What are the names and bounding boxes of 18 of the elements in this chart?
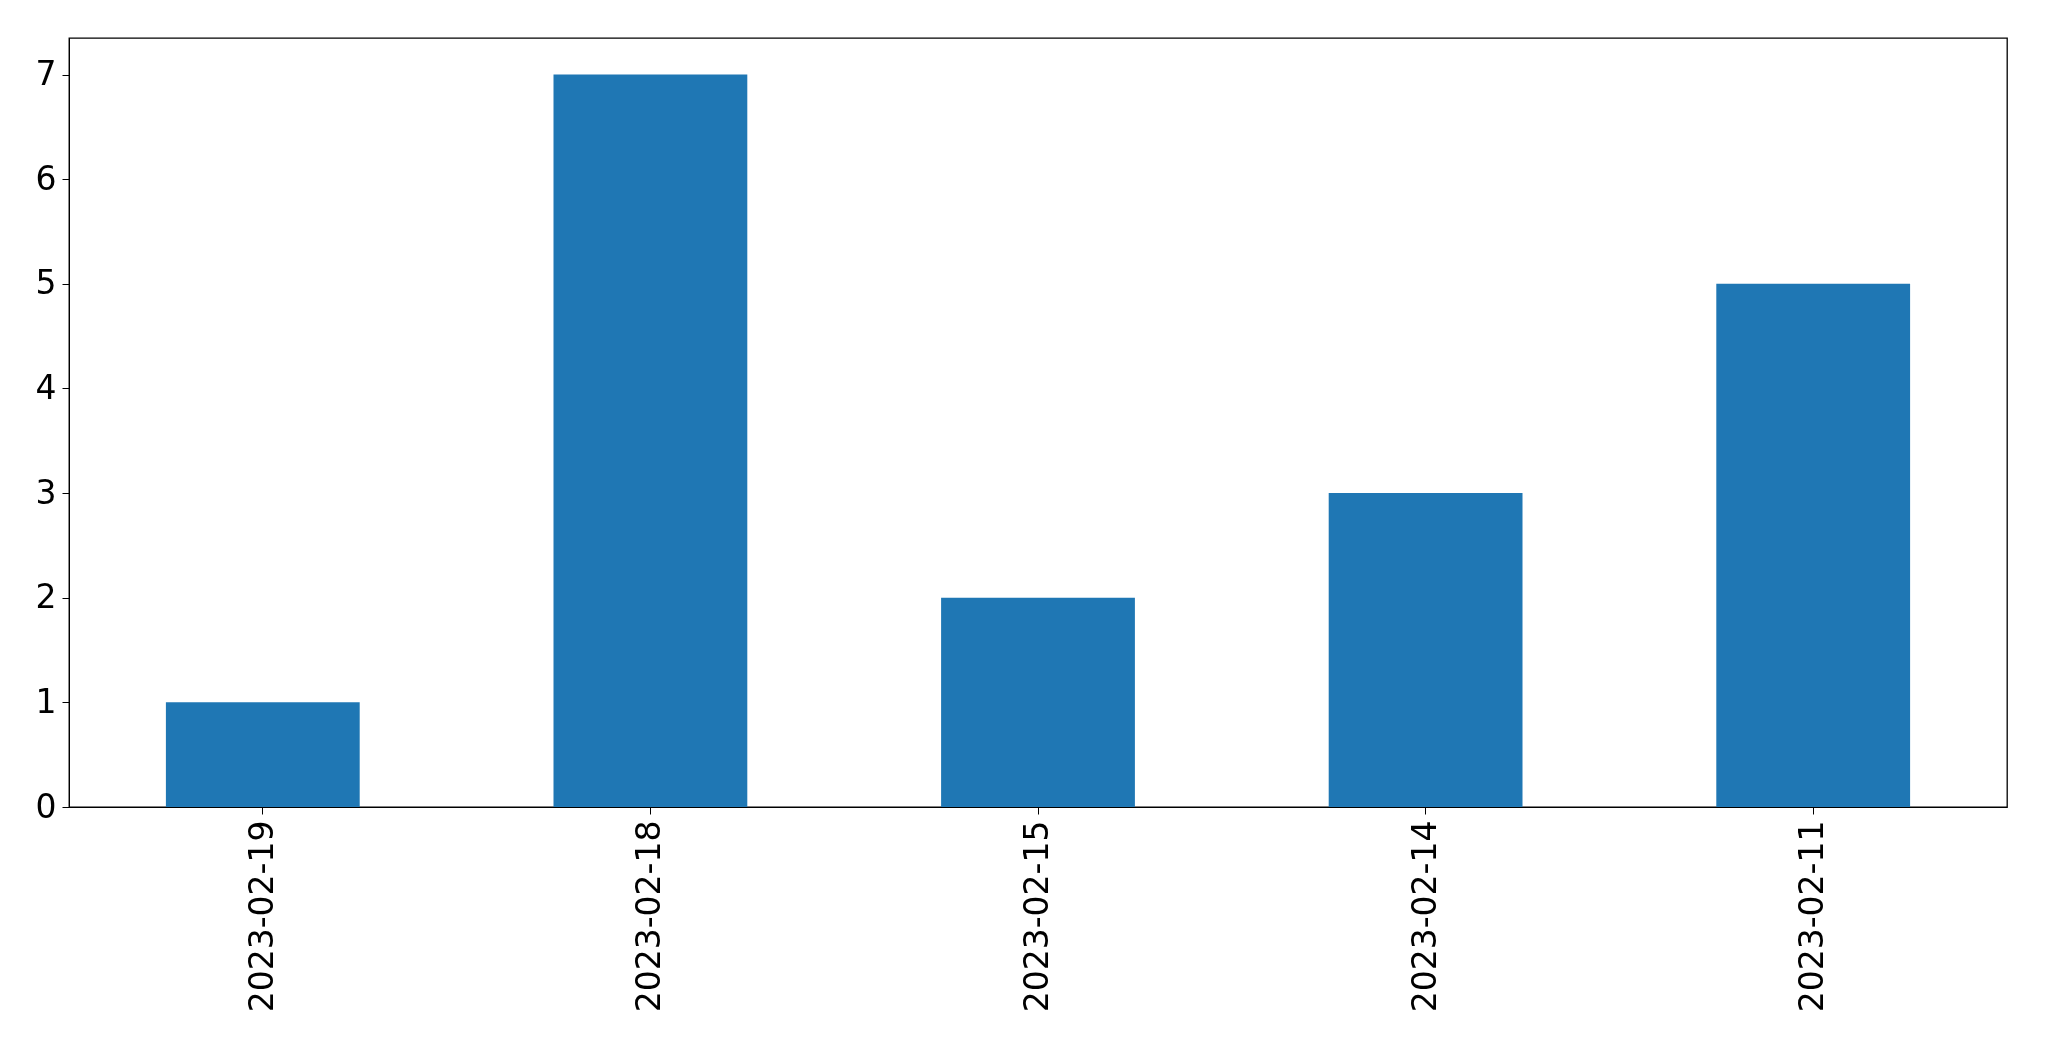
y-tick-label: 6: [35, 158, 57, 198]
y-tick-label: 3: [35, 472, 57, 512]
x-tick-label: 2023-02-19: [241, 820, 281, 1013]
bar: [553, 74, 748, 807]
y-tick-label: 5: [35, 263, 57, 303]
bar: [1328, 493, 1523, 807]
y-tick-label: 0: [35, 786, 57, 826]
y-tick-label: 2: [35, 577, 57, 617]
bar: [1716, 283, 1911, 807]
x-tick-label: 2023-02-15: [1017, 820, 1056, 1013]
bar: [165, 702, 360, 807]
bar: [941, 597, 1135, 807]
x-tick-label: 2023-02-14: [1404, 820, 1444, 1013]
x-tick-label: 2023-02-11: [1792, 820, 1832, 1013]
y-tick-label: 7: [35, 54, 57, 94]
y-tick-label: 4: [35, 368, 57, 407]
x-tick-label: 2023-02-18: [629, 820, 669, 1013]
y-tick-label: 1: [35, 681, 57, 721]
